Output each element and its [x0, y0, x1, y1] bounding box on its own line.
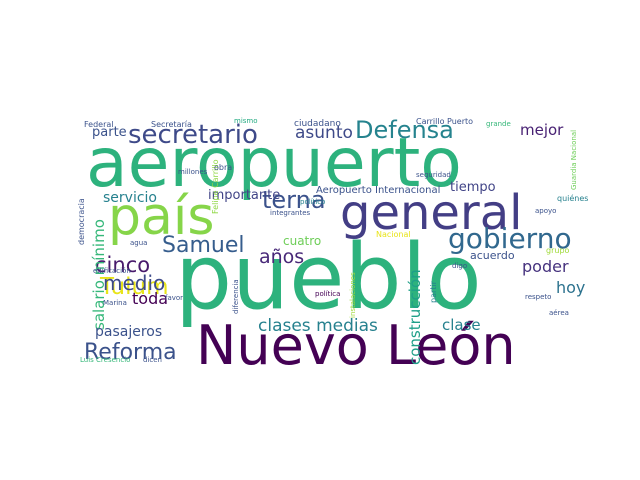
word-47: grupo	[546, 246, 570, 255]
word-16: años	[259, 246, 304, 268]
word-23: clase	[442, 316, 481, 334]
word-12: clases medias	[258, 316, 378, 336]
word-37: Secretaría	[151, 120, 192, 129]
word-50: político	[300, 198, 325, 206]
word-25: pasajeros	[95, 324, 162, 340]
word-32: Aeropuerto Internacional	[316, 185, 440, 196]
word-41: obra	[214, 163, 232, 172]
word-57: favor	[165, 294, 183, 302]
word-43: Nacional	[376, 230, 411, 239]
word-15: medio	[103, 271, 165, 295]
word-51: agua	[130, 239, 147, 247]
word-11: Reforma	[84, 340, 177, 365]
word-53: digo	[452, 262, 467, 270]
word-62: Luis Cresencio	[80, 356, 130, 364]
word-59: instalaciones	[349, 272, 357, 318]
word-13: Tulum	[99, 274, 169, 300]
word-55: respeto	[525, 293, 551, 301]
word-34: ciudadano	[294, 119, 341, 129]
word-61: aérea	[549, 309, 569, 317]
word-42: integrantes	[270, 209, 311, 217]
word-4: país	[108, 187, 214, 247]
word-27: importante	[208, 188, 280, 203]
word-33: democracia	[77, 198, 86, 245]
word-35: Carrillo Puerto	[416, 117, 473, 126]
word-44: seguridad	[416, 171, 451, 179]
word-9: terna	[262, 186, 326, 214]
word-14: cinco	[95, 253, 150, 277]
word-60: política	[315, 290, 340, 298]
word-26: servicio	[103, 190, 157, 206]
word-1: aeropuerto	[86, 124, 462, 203]
word-38: mismo	[234, 117, 258, 125]
word-2: pueblo	[175, 225, 482, 330]
word-19: mejor	[520, 121, 564, 139]
word-18: asunto	[295, 123, 353, 143]
word-45: quiénes	[557, 193, 588, 203]
word-30: acuerdo	[470, 249, 515, 262]
word-40: Felipe Carrillo	[211, 159, 220, 214]
word-48: Guardia Nacional	[570, 130, 578, 190]
word-49: grande	[486, 120, 511, 128]
word-63: dicen	[143, 356, 162, 364]
word-22: toda	[132, 289, 168, 308]
word-58: diferencia	[232, 279, 240, 314]
word-56: Marina	[103, 299, 127, 307]
word-8: Defensa	[355, 116, 454, 144]
word-31: cuatro	[283, 234, 321, 248]
word-28: parte	[92, 125, 127, 140]
word-54: partir	[429, 280, 438, 303]
word-10: Samuel	[162, 233, 244, 258]
word-36: Federal	[84, 120, 114, 129]
word-7: gobierno	[448, 222, 572, 255]
word-6: secretario	[128, 120, 258, 150]
word-17: construcción	[406, 269, 424, 365]
word-52: edificación	[93, 267, 131, 275]
word-3: Nuevo León	[196, 314, 516, 377]
word-46: apoyo	[535, 207, 556, 215]
word-20: poder	[522, 257, 569, 276]
word-39: millones	[178, 168, 208, 176]
word-21: hoy	[556, 278, 585, 297]
word-5: general	[340, 185, 522, 241]
word-29: tiempo	[450, 180, 496, 195]
word-24: salario mínimo	[90, 219, 108, 330]
